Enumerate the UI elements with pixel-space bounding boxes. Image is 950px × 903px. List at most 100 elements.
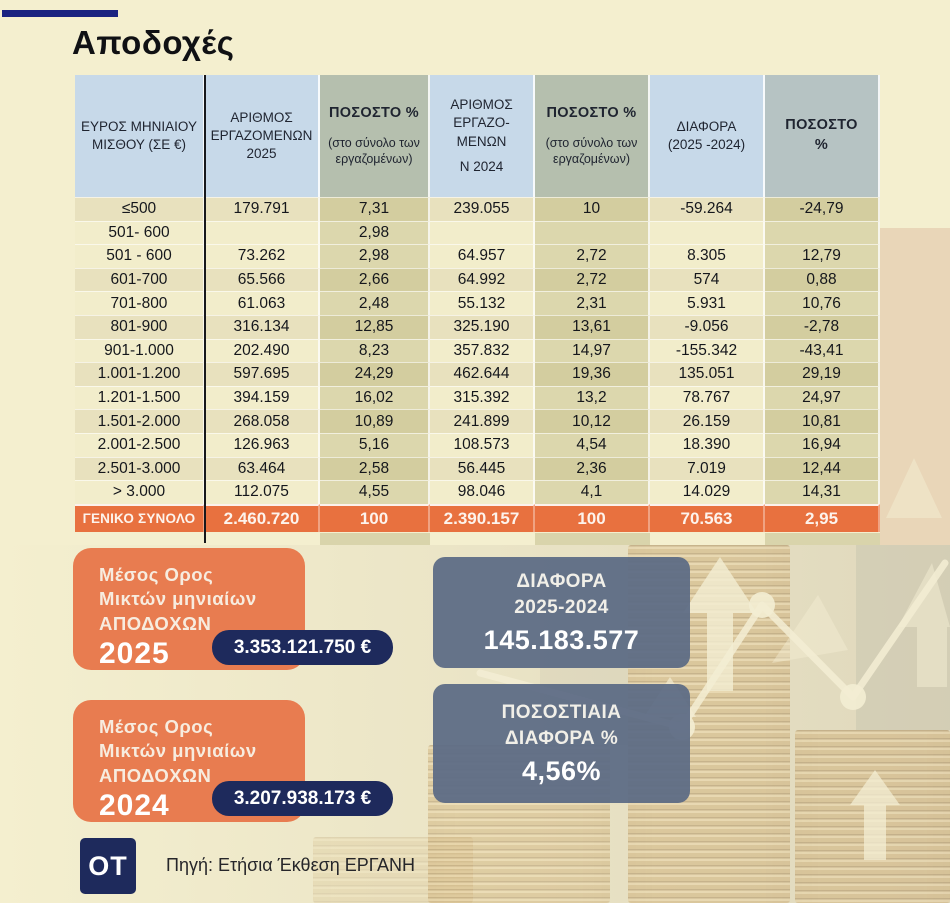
table-cell: 61.063 bbox=[205, 291, 320, 315]
total-cell: ΓΕΝΙΚΟ ΣΥΝΟΛΟ bbox=[75, 503, 205, 532]
table-cell: 5,16 bbox=[320, 432, 430, 457]
table-cell: 4,55 bbox=[320, 480, 430, 504]
table-cell: 1.201-1.500 bbox=[75, 385, 205, 410]
table-cell: 4,1 bbox=[535, 480, 650, 504]
up-arrow-stem bbox=[917, 627, 947, 687]
card-text-line: 2025-2024 bbox=[514, 597, 609, 618]
table-cell: 64.957 bbox=[430, 244, 535, 268]
table-cell: -9.056 bbox=[650, 314, 765, 339]
total-cell: 2.460.720 bbox=[205, 503, 320, 532]
card-text-line: ΑΠΟΔΟΧΩΝ bbox=[99, 612, 212, 634]
card-text-line: ΠΟΣΟΣΤΙΑΙΑ bbox=[501, 702, 622, 724]
table-cell: 7.019 bbox=[650, 456, 765, 481]
column-header-sub: εργαζομένων) bbox=[553, 152, 630, 166]
ot-logo: OT bbox=[80, 838, 136, 894]
table-cell: 315.392 bbox=[430, 385, 535, 410]
table-cell: 10,76 bbox=[765, 291, 880, 315]
table-cell: -24,79 bbox=[765, 197, 880, 221]
table-cell: 2,72 bbox=[535, 267, 650, 292]
up-arrow-icon bbox=[683, 557, 757, 613]
table-cell: 357.832 bbox=[430, 338, 535, 363]
avg-earnings-2025-card: Μέσος Ορος Μικτών μηνιαίων ΑΠΟΔΟΧΩΝ 2025 bbox=[73, 548, 305, 670]
column-header-title: ΠΟΣΟΣΤΟ % bbox=[546, 104, 637, 121]
table-cell: 55.132 bbox=[430, 291, 535, 315]
table-cell: 29,19 bbox=[765, 362, 880, 386]
table-cell: 24,97 bbox=[765, 385, 880, 410]
card-text-line: Μέσος Ορος bbox=[99, 716, 214, 737]
card-text-line: ΔΙΑΦΟΡΑ % bbox=[504, 728, 619, 749]
table-cell: 179.791 bbox=[205, 197, 320, 221]
table-cell bbox=[650, 220, 765, 245]
table-cell: 394.159 bbox=[205, 385, 320, 410]
column-header: ΕΥΡΟΣ ΜΗΝΙΑΙΟΥ ΜΙΣΘΟΥ (ΣΕ €) bbox=[75, 75, 205, 197]
card-text-line: Μέσος Ορος bbox=[99, 564, 214, 585]
column-header-sub: (στο σύνολο των bbox=[545, 135, 638, 150]
column-header: ΠΟΣΟΣΤΟ % (στο σύνολο των εργαζομένων) bbox=[535, 75, 650, 197]
table-cell bbox=[430, 220, 535, 245]
table-cell: 10,89 bbox=[320, 409, 430, 433]
table-cell: 10,81 bbox=[765, 409, 880, 433]
table-cell: 8,23 bbox=[320, 338, 430, 363]
table-cell: 501 - 600 bbox=[75, 244, 205, 268]
salary-table: ΕΥΡΟΣ ΜΗΝΙΑΙΟΥ ΜΙΣΘΟΥ (ΣΕ €) ΑΡΙΘΜΟΣ ΕΡΓΑΖΟ… bbox=[75, 75, 880, 532]
table-cell: 19,36 bbox=[535, 362, 650, 386]
up-arrow-stem bbox=[864, 805, 886, 860]
trend-point bbox=[749, 592, 775, 618]
column-tint-band bbox=[765, 533, 880, 545]
column-header-line: ΕΡΓΑΖΟΜΕΝΩΝ bbox=[210, 127, 313, 143]
table-cell: 112.075 bbox=[205, 480, 320, 504]
up-arrow-stem bbox=[707, 613, 733, 691]
table-cell: 2.501-3.000 bbox=[75, 456, 205, 481]
column-header: ΑΡΙΘΜΟΣ ΕΡΓΑΖΟΜΕΝΩΝ 2025 bbox=[205, 75, 320, 197]
column-header-sub: (στο σύνολο των bbox=[328, 135, 420, 150]
column-header-line: ΜΕΝΩΝ bbox=[456, 133, 507, 149]
table-cell: 73.262 bbox=[205, 244, 320, 268]
table-cell: > 3.000 bbox=[75, 480, 205, 504]
card-text-line: ΑΠΟΔΟΧΩΝ bbox=[99, 764, 212, 786]
table-cell: 12,44 bbox=[765, 456, 880, 481]
table-cell: 98.046 bbox=[430, 480, 535, 504]
column-header-line: ΑΡΙΘΜΟΣ bbox=[230, 109, 293, 125]
table-cell: 501- 600 bbox=[75, 220, 205, 245]
column-tint-band bbox=[320, 533, 430, 545]
column-header: ΠΟΣΟΣΤΟ % (στο σύνολο των εργαζομένων) bbox=[320, 75, 430, 197]
page-title: Αποδοχές bbox=[72, 24, 235, 61]
table-cell: 1.001-1.200 bbox=[75, 362, 205, 386]
table-cell: 2,98 bbox=[320, 244, 430, 268]
card-year: 2025 bbox=[99, 637, 170, 671]
column-header-line: ΕΥΡΟΣ ΜΗΝΙΑΙΟΥ bbox=[81, 118, 197, 134]
title-accent-bar bbox=[2, 10, 118, 17]
table-cell: 2,31 bbox=[535, 291, 650, 315]
table-cell bbox=[205, 220, 320, 245]
table-cell: 2,48 bbox=[320, 291, 430, 315]
total-cell: 100 bbox=[320, 503, 430, 532]
table-cell: 0,88 bbox=[765, 267, 880, 292]
right-tint-band bbox=[880, 228, 950, 545]
total-cell: 2.390.157 bbox=[430, 503, 535, 532]
table-cell: 325.190 bbox=[430, 314, 535, 339]
card-text-line: ΔΙΑΦΟΡΑ bbox=[516, 571, 607, 593]
table-cell: 268.058 bbox=[205, 409, 320, 433]
table-cell: 65.566 bbox=[205, 267, 320, 292]
table-cell: 10,12 bbox=[535, 409, 650, 433]
table-cell bbox=[765, 220, 880, 245]
column-header: ΑΡΙΘΜΟΣ ΕΡΓΑΖΟ- ΜΕΝΩΝ Ν 2024 bbox=[430, 75, 535, 197]
table-cell: 601-700 bbox=[75, 267, 205, 292]
table-cell: 56.445 bbox=[430, 456, 535, 481]
table-cell: 5.931 bbox=[650, 291, 765, 315]
table-cell: 462.644 bbox=[430, 362, 535, 386]
table-cell: ≤500 bbox=[75, 197, 205, 221]
table-cell: 13,2 bbox=[535, 385, 650, 410]
table-cell: 8.305 bbox=[650, 244, 765, 268]
table-cell: 2,36 bbox=[535, 456, 650, 481]
difference-card: ΔΙΑΦΟΡΑ 2025-2024 145.183.577 bbox=[433, 557, 690, 668]
up-arrow-icon bbox=[772, 595, 848, 663]
table-cell: 13,61 bbox=[535, 314, 650, 339]
table-cell: 63.464 bbox=[205, 456, 320, 481]
table-cell: 135.051 bbox=[650, 362, 765, 386]
column-header-line: ΜΙΣΘΟΥ (ΣΕ €) bbox=[91, 137, 187, 152]
table-cell: 574 bbox=[650, 267, 765, 292]
column-header: ΔΙΑΦΟΡΑ (2025 -2024) bbox=[650, 75, 765, 197]
table-cell: 2,58 bbox=[320, 456, 430, 481]
